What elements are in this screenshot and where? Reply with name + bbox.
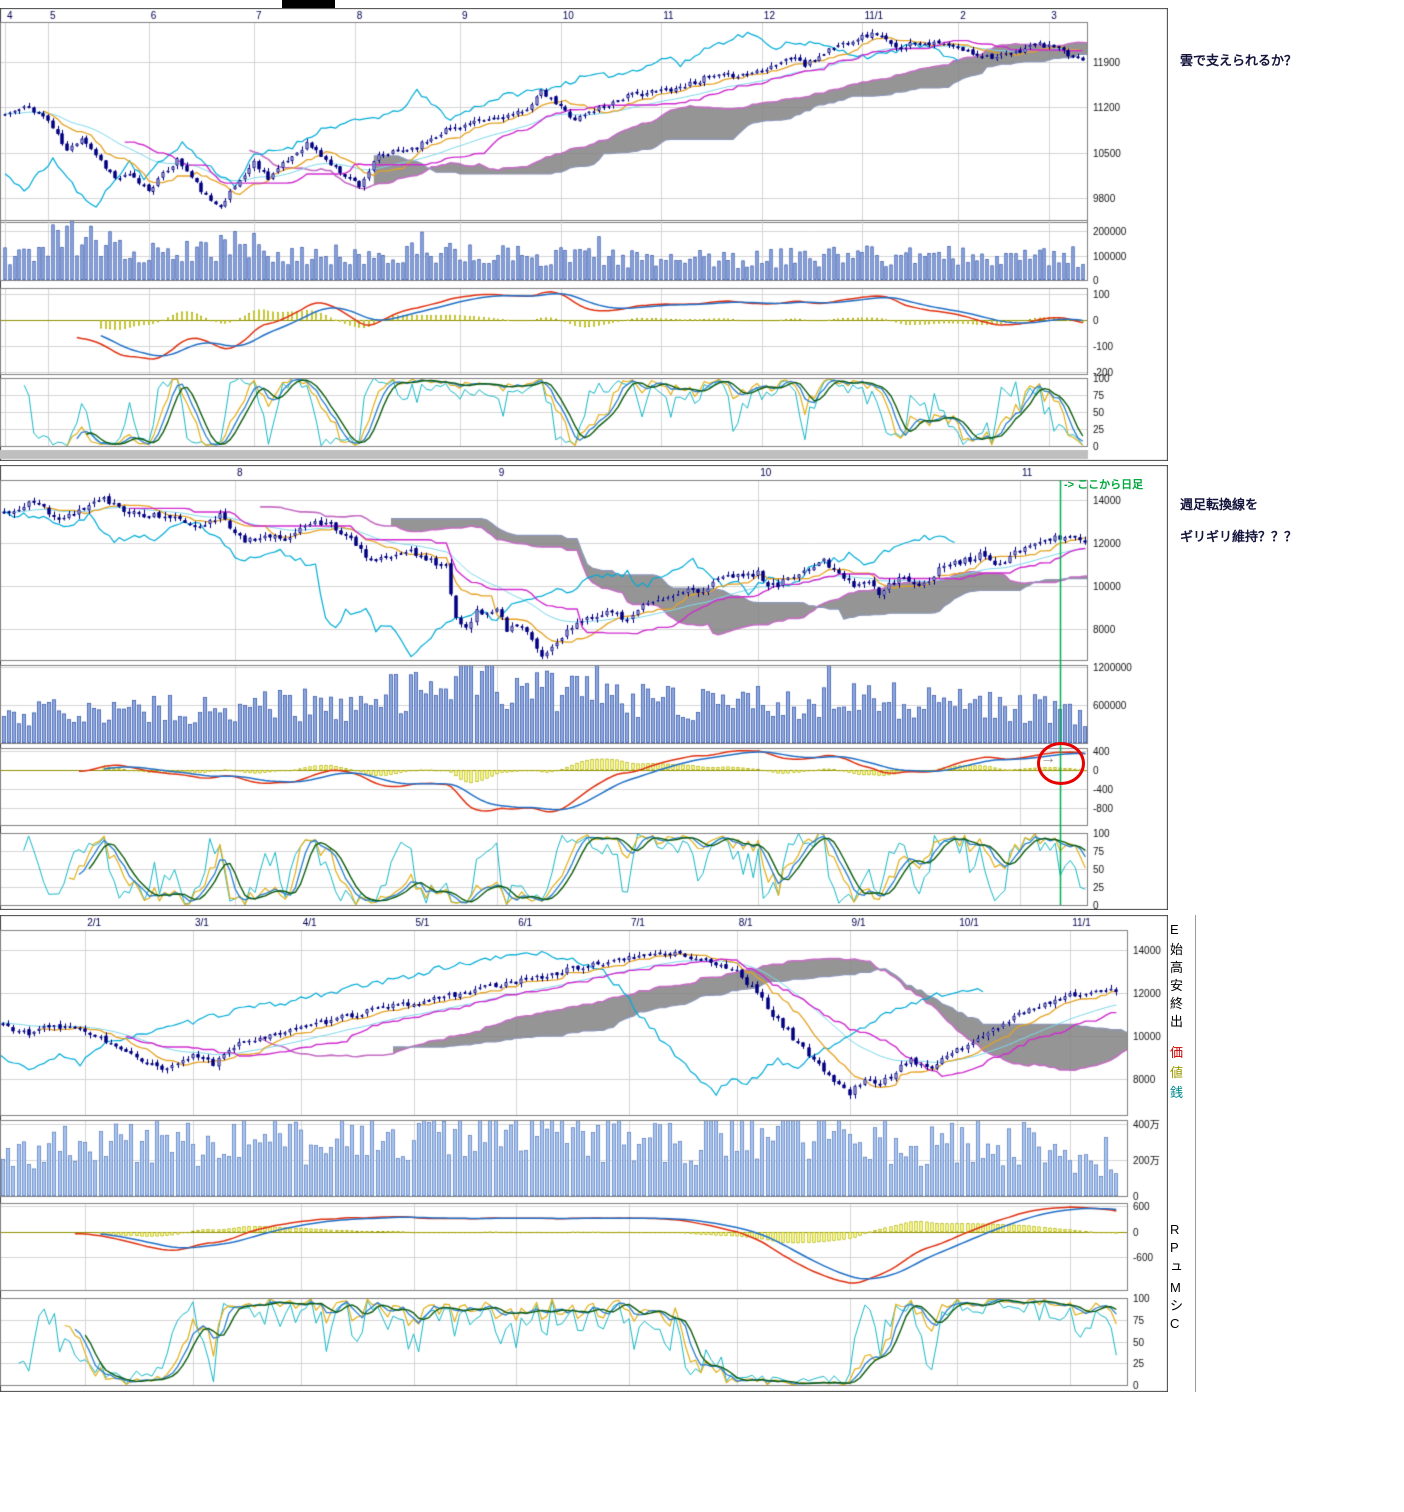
legend-item: C [1170,1316,1180,1331]
note-weekly-tenkan-line2: ギリギリ維持？？？ [1180,529,1298,544]
legend-item: 終 [1170,996,1184,1011]
legend-item: 始 [1170,942,1184,957]
legend-item: P [1170,1240,1179,1255]
legend-item: 出 [1170,1014,1184,1029]
legend-item: シ [1170,1298,1184,1313]
legend-item: 安 [1170,978,1184,993]
legend-item: 高 [1170,960,1184,975]
daily-from-here-label: -> ここから日足 [1064,479,1144,491]
daily-2011-chart-panel [0,915,1168,1392]
legend-item: 価 [1170,1045,1184,1060]
legend-item: 値 [1170,1065,1184,1080]
legend-item: M [1170,1280,1181,1295]
weekly-chart-panel [0,465,1168,910]
note-weekly-tenkan-line1: 週足転換線を [1180,497,1259,512]
legend-item: R [1170,1222,1180,1237]
legend-item: 銭 [1170,1085,1184,1100]
window-titlebar-fragment [282,0,335,9]
legend-item: ュ [1170,1258,1184,1273]
legend-item: E [1170,922,1179,937]
note-cloud-support: 雲で支えられるか？ [1180,53,1298,68]
highlight-circle-annotation [1037,742,1085,785]
daily-chart-panel [0,8,1168,461]
